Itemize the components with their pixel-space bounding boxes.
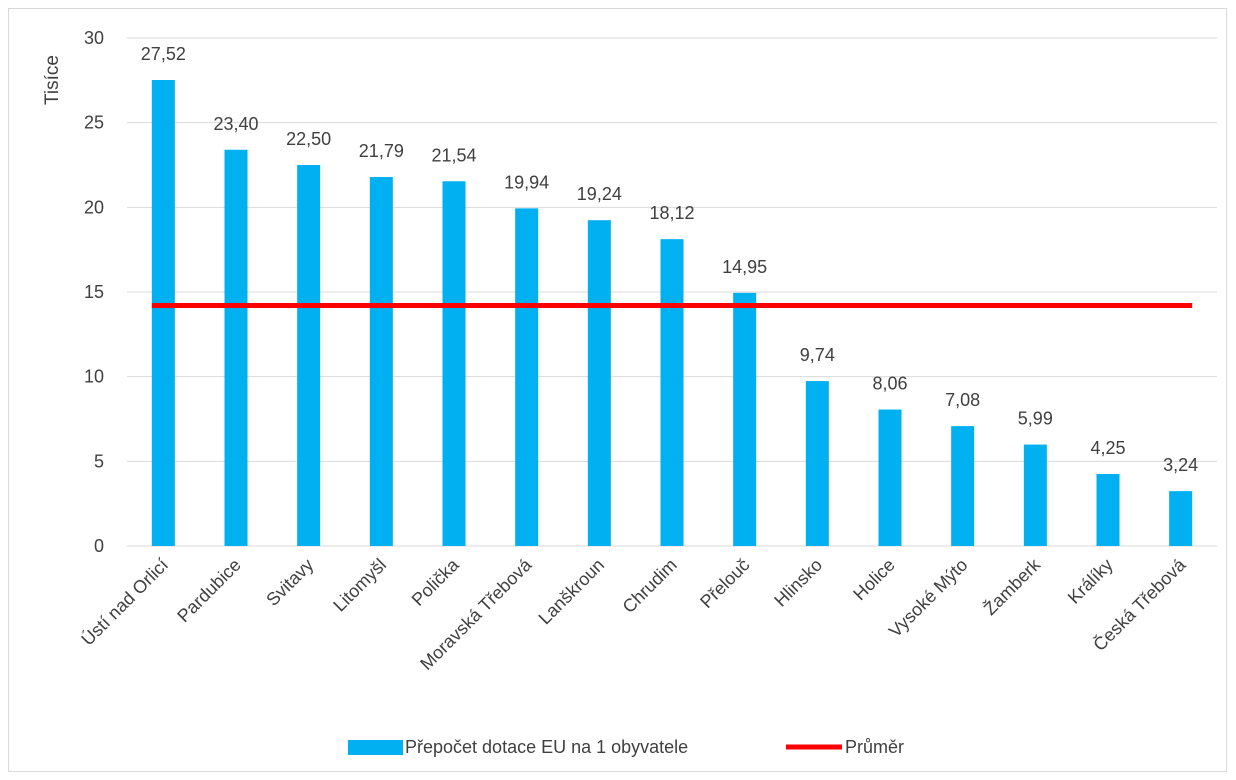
data-label: 19,94 (504, 172, 549, 192)
data-label: 18,12 (649, 203, 694, 223)
bar (951, 426, 975, 546)
bar (1023, 444, 1047, 546)
y-tick-label: 0 (94, 536, 104, 556)
category-label: Holice (849, 555, 899, 605)
category-label: Polička (408, 554, 464, 610)
category-label: Chrudim (619, 555, 681, 617)
bar (224, 149, 248, 546)
data-label: 19,24 (577, 184, 622, 204)
legend-swatch-bars (348, 740, 403, 755)
category-label: Litomyšl (329, 555, 390, 616)
data-label: 27,52 (141, 44, 186, 64)
x-axis-category-labels: Ústí nad Orlicí Pardubice Svitavy Litomyšl P… (77, 553, 1191, 674)
category-label: Přelouč (696, 555, 753, 612)
bar (1169, 491, 1193, 546)
data-label: 22,50 (286, 129, 331, 149)
legend-label-bars: Přepočet dotace EU na 1 obyvatele (405, 737, 688, 757)
bar (587, 220, 611, 546)
bar (515, 208, 539, 546)
data-label: 7,08 (945, 390, 980, 410)
bars (151, 79, 1193, 547)
bar (878, 409, 902, 546)
bar (151, 79, 175, 547)
category-label: Svitavy (262, 555, 317, 610)
category-label: Hlinsko (770, 555, 826, 611)
y-tick-label: 30 (84, 28, 104, 48)
category-label: Žamberk (980, 554, 1045, 619)
data-label: 9,74 (800, 345, 835, 365)
y-tick-label: 25 (84, 113, 104, 133)
bar (297, 165, 321, 546)
data-label: 3,24 (1163, 455, 1198, 475)
chart-frame (8, 8, 1227, 772)
legend-label-average: Průměr (845, 737, 904, 757)
data-label: 14,95 (722, 257, 767, 277)
y-tick-label: 15 (84, 282, 104, 302)
data-label: 8,06 (872, 374, 907, 394)
bar (733, 292, 757, 546)
category-label: Pardubice (173, 555, 244, 626)
data-label: 21,54 (431, 145, 476, 165)
bar (805, 381, 829, 546)
data-label: 4,25 (1090, 438, 1125, 458)
category-label: Lanškroun (535, 555, 609, 629)
data-labels: 27,52 23,40 22,50 21,79 21,54 19,94 19,24 18,12… (141, 44, 1198, 475)
y-axis-label: Tisíce (42, 55, 63, 105)
category-label: Králíky (1064, 555, 1117, 608)
category-label: Ústí nad Orlicí (77, 554, 172, 649)
bar (369, 177, 393, 547)
bar (442, 181, 466, 547)
bar (1096, 474, 1120, 546)
category-label: Vysoké Mýto (885, 555, 972, 642)
y-tick-label: 20 (84, 197, 104, 217)
data-label: 21,79 (359, 141, 404, 161)
y-tick-label: 5 (94, 451, 104, 471)
bar (660, 239, 684, 546)
data-label: 23,40 (213, 114, 258, 134)
y-axis-ticks: 0 5 10 15 20 25 30 (84, 28, 104, 556)
data-label: 5,99 (1018, 409, 1053, 429)
legend: Přepočet dotace EU na 1 obyvatele Průměr (348, 737, 904, 757)
y-tick-label: 10 (84, 367, 104, 387)
